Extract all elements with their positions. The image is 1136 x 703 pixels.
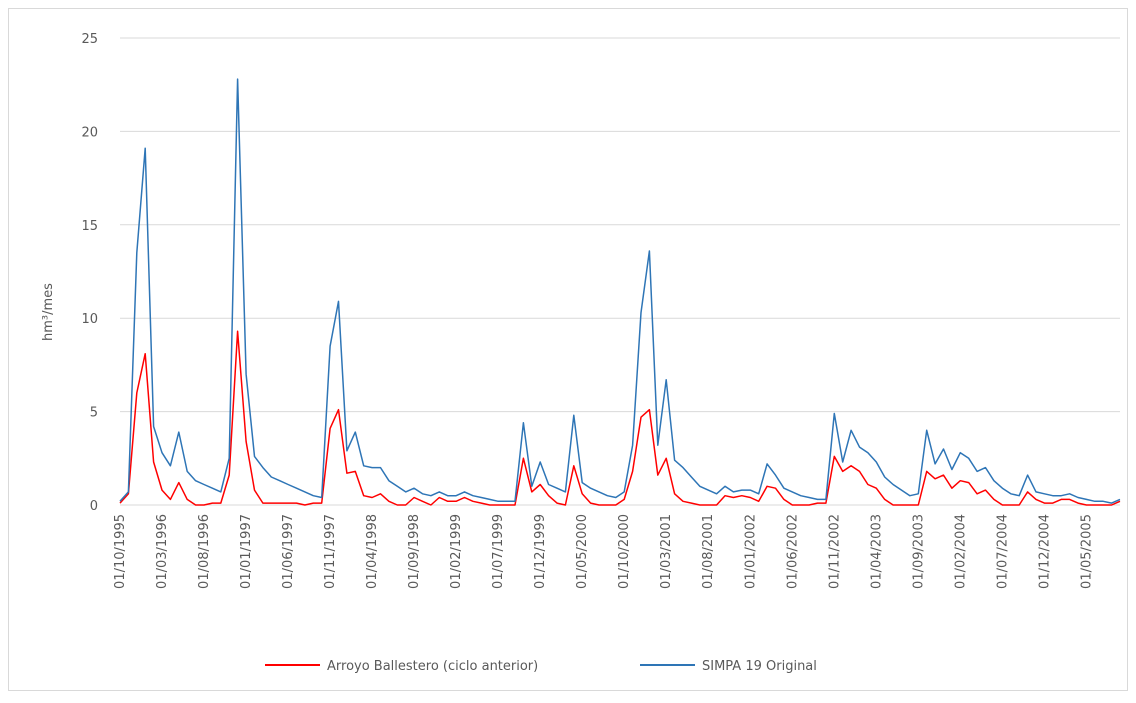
chart-frame bbox=[8, 8, 1128, 691]
x-tick-label: 01/05/2000 bbox=[575, 514, 590, 589]
x-tick-label: 01/01/2002 bbox=[743, 514, 758, 589]
x-tick-label: 01/06/2002 bbox=[785, 514, 800, 589]
x-tick-label: 01/03/2001 bbox=[659, 514, 674, 589]
series-line bbox=[119, 330, 1121, 506]
x-tick-label: 01/11/2002 bbox=[827, 514, 842, 589]
x-tick-label: 01/06/1997 bbox=[281, 514, 296, 589]
x-tick-label: 01/08/2001 bbox=[701, 514, 716, 589]
x-tick-label: 01/12/2004 bbox=[1037, 514, 1052, 589]
x-tick-label: 01/04/2003 bbox=[869, 514, 884, 589]
x-tick-label: 01/04/1998 bbox=[365, 514, 380, 589]
x-tick-label: 01/12/1999 bbox=[533, 514, 548, 589]
legend-label: SIMPA 19 Original bbox=[702, 659, 817, 674]
y-tick-label: 15 bbox=[81, 219, 98, 234]
y-tick-label: 25 bbox=[81, 32, 98, 47]
y-axis-title: hm³/mes bbox=[41, 283, 56, 341]
x-tick-label: 01/07/1999 bbox=[491, 514, 506, 589]
x-tick-label: 01/11/1997 bbox=[323, 514, 338, 589]
x-tick-label: 01/03/1996 bbox=[155, 514, 170, 589]
x-tick-label: 01/10/2000 bbox=[617, 514, 632, 589]
x-tick-label: 01/09/2003 bbox=[911, 514, 926, 589]
x-tick-label: 01/01/1997 bbox=[239, 514, 254, 589]
x-tick-label: 01/05/2005 bbox=[1079, 514, 1094, 589]
legend-label: Arroyo Ballestero (ciclo anterior) bbox=[327, 659, 538, 674]
y-tick-label: 20 bbox=[81, 125, 98, 140]
x-tick-label: 01/02/2004 bbox=[953, 514, 968, 589]
y-tick-label: 0 bbox=[90, 499, 98, 514]
x-tick-label: 01/08/1996 bbox=[197, 514, 212, 589]
x-tick-label: 01/02/1999 bbox=[449, 514, 464, 589]
y-tick-label: 10 bbox=[81, 312, 98, 327]
series-line bbox=[119, 78, 1121, 504]
x-tick-label: 01/09/1998 bbox=[407, 514, 422, 589]
x-tick-label: 01/10/1995 bbox=[113, 514, 128, 589]
y-tick-label: 5 bbox=[90, 406, 98, 421]
x-tick-label: 01/07/2004 bbox=[995, 514, 1010, 589]
